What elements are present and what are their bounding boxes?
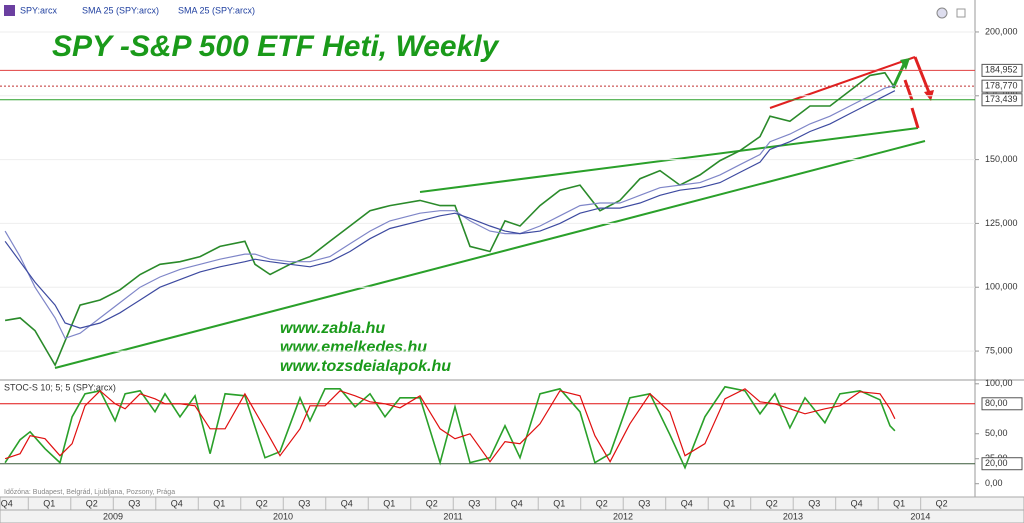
indicator-title[interactable]: STOC-S 10; 5; 5 (SPY:arcx) bbox=[4, 382, 116, 392]
x-tick-label: Q1 bbox=[723, 498, 735, 508]
x-tick-label: Q2 bbox=[936, 498, 948, 508]
arrow-up bbox=[891, 61, 907, 89]
y-tick-label: 200,000 bbox=[985, 26, 1018, 36]
x-tick-label: Q2 bbox=[256, 498, 268, 508]
legend-entry[interactable]: SPY:arcx bbox=[20, 5, 58, 15]
level-box bbox=[981, 457, 1023, 471]
x-tick-label: Q2 bbox=[766, 498, 778, 508]
header-bar bbox=[0, 0, 975, 20]
y-tick-label: 50,00 bbox=[985, 428, 1008, 438]
level-box bbox=[981, 63, 1023, 77]
x-tick-label: Q3 bbox=[468, 498, 480, 508]
arrow-down bbox=[910, 107, 920, 129]
x-tick-label: Q4 bbox=[681, 498, 693, 508]
x-tick-label: Q3 bbox=[298, 498, 310, 508]
series-line bbox=[4, 90, 896, 329]
series-line bbox=[4, 85, 896, 340]
level-label: 20,00 bbox=[985, 458, 1008, 468]
year-label: 2011 bbox=[443, 511, 462, 521]
x-tick-label: Q2 bbox=[426, 498, 438, 508]
year-label: 2010 bbox=[273, 511, 293, 521]
arrow-down bbox=[903, 79, 914, 101]
year-label: 2012 bbox=[613, 511, 633, 521]
x-tick-label: Q3 bbox=[808, 498, 820, 508]
y-tick-label: 100,000 bbox=[985, 282, 1018, 292]
y-tick-label: 0,00 bbox=[985, 478, 1003, 488]
x-tick-label: Q3 bbox=[128, 498, 140, 508]
x-tick-label: Q4 bbox=[511, 498, 523, 508]
timezone-note: Időzóna: Budapest, Belgrád, Ljubljana, P… bbox=[4, 489, 175, 496]
x-tick-label: Q1 bbox=[893, 498, 905, 508]
x-tick-label: Q4 bbox=[171, 498, 183, 508]
year-label: 2013 bbox=[783, 511, 803, 521]
x-tick-label: Q1 bbox=[553, 498, 565, 508]
x-tick-label: Q4 bbox=[851, 498, 863, 508]
support-line bbox=[54, 140, 926, 369]
clock-icon[interactable] bbox=[936, 7, 948, 19]
symbol-icon bbox=[4, 5, 15, 16]
level-label: 184,952 bbox=[985, 65, 1018, 75]
x-tick-label: Q1 bbox=[383, 498, 395, 508]
legend-entry[interactable]: SMA 25 (SPY:arcx) bbox=[178, 5, 255, 15]
level-box bbox=[981, 93, 1023, 107]
arrow-down bbox=[913, 56, 932, 96]
arrow-head bbox=[900, 58, 910, 70]
level-label: 173,439 bbox=[985, 94, 1018, 104]
x-tick-label: Q2 bbox=[596, 498, 608, 508]
x-tick-label: Q3 bbox=[638, 498, 650, 508]
x-tick-label: Q2 bbox=[86, 498, 98, 508]
legend-entry[interactable]: SMA 25 (SPY:arcx) bbox=[82, 5, 159, 15]
level-box bbox=[981, 79, 1023, 93]
y-tick-label: 100,00 bbox=[985, 378, 1013, 388]
year-label: 2009 bbox=[103, 511, 123, 521]
series-line bbox=[4, 71, 896, 367]
series-line bbox=[4, 385, 896, 470]
y-tick-label: 75,000 bbox=[985, 345, 1013, 355]
year-label: 2014 bbox=[910, 511, 930, 521]
level-label: 178,770 bbox=[985, 81, 1018, 91]
close-button[interactable] bbox=[956, 8, 966, 18]
x-tick-label: Q4 bbox=[341, 498, 353, 508]
y-tick-label: 125,000 bbox=[985, 218, 1018, 228]
level-label: 80,00 bbox=[985, 398, 1008, 408]
annotation: www.tozsdeialapok.hu bbox=[280, 358, 451, 375]
annotation: www.emelkedes.hu bbox=[280, 339, 427, 356]
annotation: www.zabla.hu bbox=[280, 320, 385, 337]
x-tick-label: Q1 bbox=[213, 498, 225, 508]
level-box bbox=[981, 397, 1023, 411]
x-tick-label: Q4 bbox=[1, 498, 13, 508]
series-line bbox=[4, 388, 896, 463]
y-tick-label: 150,000 bbox=[985, 154, 1018, 164]
x-tick-label: Q1 bbox=[43, 498, 55, 508]
chart-title: SPY -S&P 500 ETF Heti, Weekly bbox=[52, 30, 500, 63]
